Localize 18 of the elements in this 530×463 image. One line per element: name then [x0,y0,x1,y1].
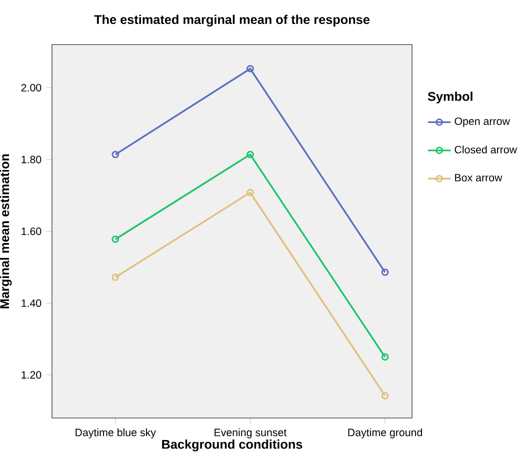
legend-label: Box arrow [455,174,502,182]
x-tick-label: Daytime ground [348,428,422,438]
y-tick-label: 1.60 [22,228,42,236]
y-tick-label: 1.20 [22,371,42,379]
y-tick-label: 1.80 [22,156,42,164]
legend-label: Closed arrow [454,146,518,154]
x-tick-label: Daytime blue sky [76,428,156,438]
point [246,65,254,72]
x-tick-label: Evening sunset [214,428,287,438]
y-axis-title: Marginal mean estimation [0,154,12,308]
y-tick-label: 1.40 [22,299,42,307]
legend-title: Symbol [428,92,472,104]
x-axis-title: Background conditions [162,439,302,452]
point [246,150,254,158]
point [246,188,254,196]
y-tick-label: 2.00 [21,84,42,92]
chart-title: The estimated marginal mean of the response [94,14,370,27]
legend-label: Open arrow [454,117,510,128]
